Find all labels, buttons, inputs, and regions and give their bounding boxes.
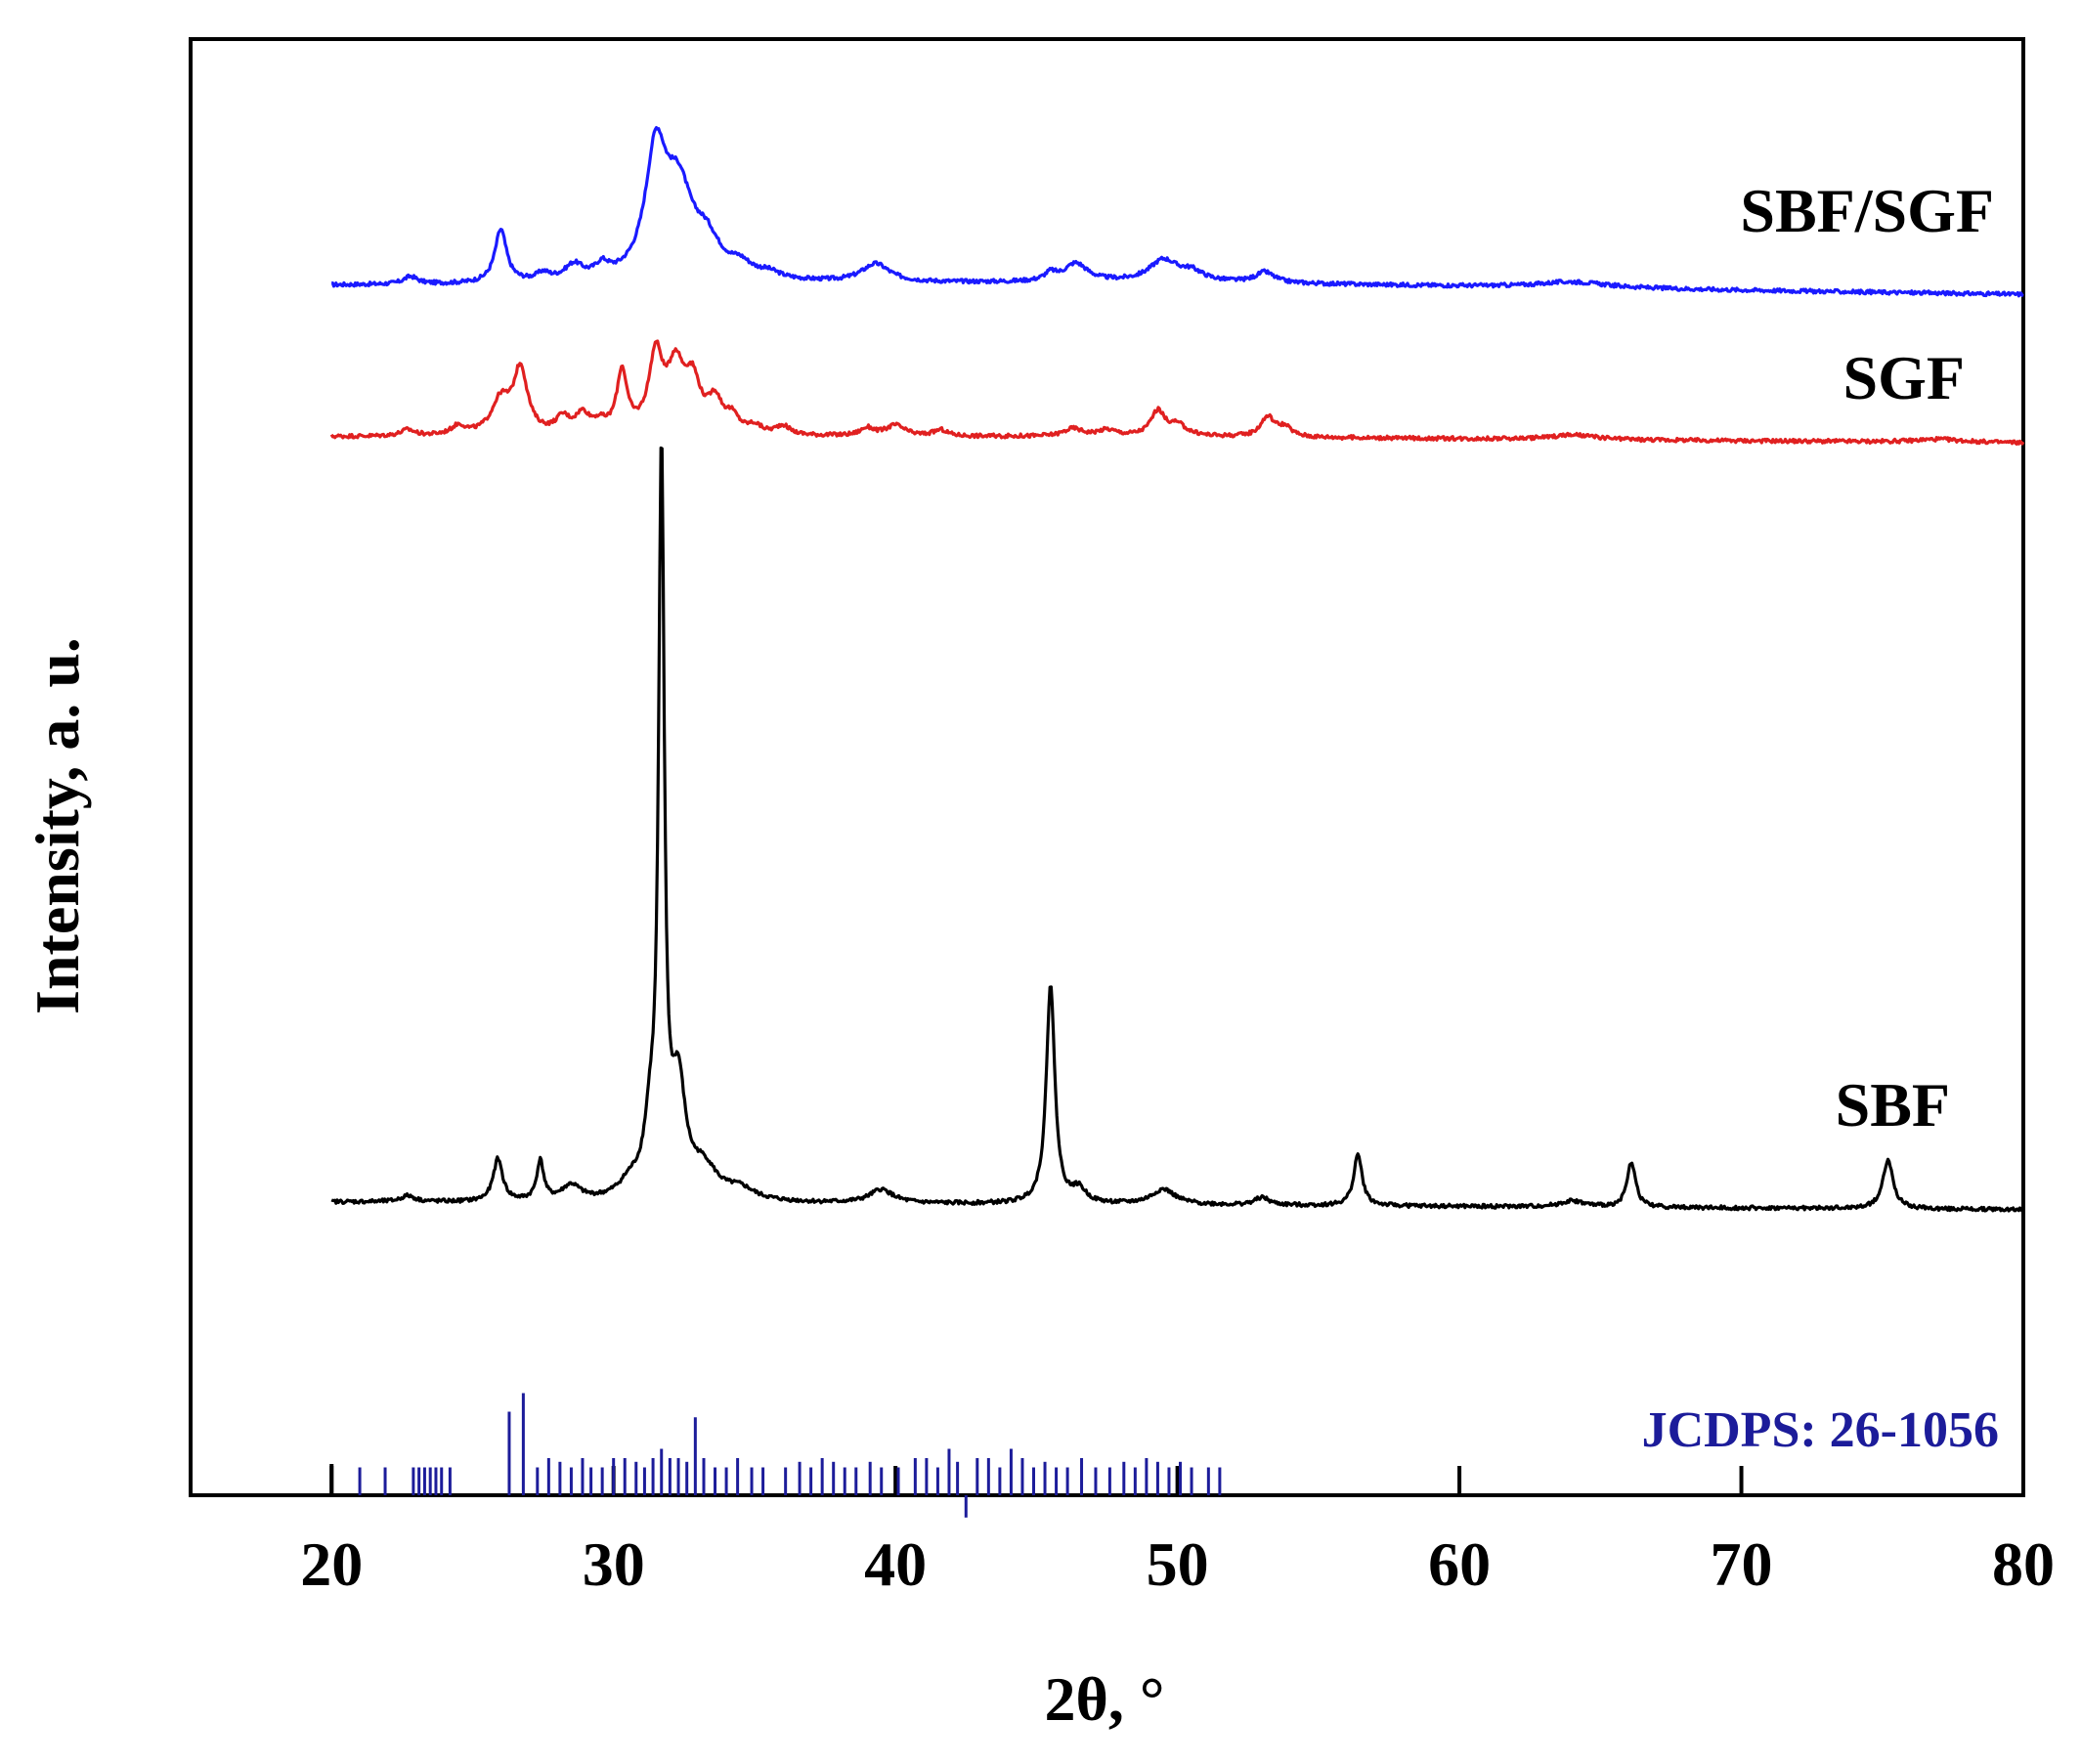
series-label-sgf: SGF [1843, 343, 1965, 412]
curve-sbfsgf [330, 126, 2024, 298]
series-label-sbfsgf: SBF/SGF [1740, 176, 1994, 245]
series-label-sbf: SBF [1836, 1070, 1950, 1140]
x-tick-labels: 20 30 40 50 60 70 80 [300, 1529, 2055, 1599]
reference-sticks [329, 1393, 1222, 1518]
x-tick-label: 70 [1711, 1529, 1773, 1599]
curve-sbf [330, 446, 2024, 1213]
x-ticks [329, 1466, 2025, 1495]
x-tick-label: 60 [1428, 1529, 1491, 1599]
y-axis-label: Intensity, a. u. [22, 637, 92, 1014]
reference-label: JCDPS: 26-1056 [1642, 1402, 1999, 1458]
curve-sgf [329, 339, 2025, 446]
x-tick-label: 40 [864, 1529, 927, 1599]
x-axis-label: 2θ, ° [1045, 1664, 1165, 1734]
curves [329, 126, 2025, 1213]
x-tick-label: 80 [1992, 1529, 2055, 1599]
x-tick-label: 20 [300, 1529, 363, 1599]
x-tick-label: 50 [1147, 1529, 1209, 1599]
x-tick-label: 30 [583, 1529, 645, 1599]
plot-frame [189, 37, 2025, 1497]
